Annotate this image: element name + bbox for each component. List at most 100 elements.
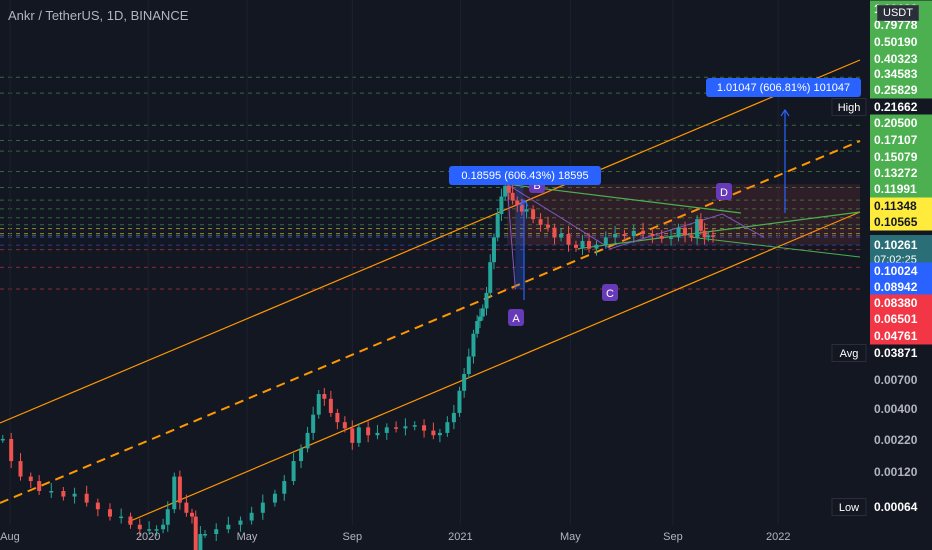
price-label: 0.03871: [874, 346, 918, 360]
candle-body: [503, 185, 508, 197]
price-label: 0.11348: [874, 199, 917, 213]
candle-body: [546, 224, 551, 228]
candle-body: [177, 476, 182, 503]
x-tick-label: 2020: [136, 531, 160, 543]
channel-lower[interactable]: [127, 211, 861, 523]
candle-body: [147, 529, 152, 531]
candle-body: [587, 240, 592, 249]
price-range-measurements: 0.18595 (606.43%) 18595 1.01047 (606.81%)…: [449, 78, 861, 300]
candle-body: [457, 390, 462, 413]
pattern-point-c[interactable]: [602, 284, 618, 301]
triangle-lower[interactable]: [577, 211, 861, 250]
candle-body: [702, 230, 707, 238]
x-tick-label: May: [237, 531, 258, 543]
price-label: 0.50190: [874, 35, 918, 49]
vertical-grid-lines: [9, 0, 779, 525]
pattern-point-d[interactable]: [716, 183, 732, 200]
currency-badge[interactable]: USDT: [877, 5, 919, 21]
candle-body: [272, 493, 277, 503]
time-axis: Aug 2020 May Sep 2021 May Sep 2022: [0, 531, 790, 543]
price-label-bg: [870, 294, 932, 312]
measure-arrowhead: [519, 198, 529, 207]
price-label: 0.34583: [874, 67, 918, 81]
price-label-bg: [870, 81, 932, 99]
price-label-bg: [870, 262, 932, 280]
x-tick-label: Sep: [663, 531, 683, 543]
candle-body: [214, 529, 219, 535]
candle-body: [491, 237, 496, 263]
candle-body: [375, 432, 380, 436]
price-label: 0.11991: [874, 182, 917, 196]
channel-upper[interactable]: [0, 59, 861, 424]
candle-body: [412, 425, 417, 427]
price-label: 0.25829: [874, 83, 918, 97]
pattern-point-label: A: [512, 313, 520, 325]
candle-body: [510, 192, 515, 201]
price-label-bg: [870, 50, 932, 68]
price-label-bg: [870, 278, 932, 296]
candle-body: [394, 427, 399, 429]
triangle-extension[interactable]: [689, 236, 861, 258]
price-label: 0.00400: [874, 402, 918, 416]
triangle-upper[interactable]: [506, 183, 742, 214]
measure-label: 1.01047 (606.81%) 101047: [717, 82, 850, 94]
price-label: 0.00120: [874, 465, 918, 479]
x-tick-label: 2021: [448, 531, 472, 543]
measure-arrowhead: [780, 108, 790, 117]
candle-body: [403, 426, 408, 429]
candle-body: [531, 209, 536, 220]
price-scale: 1.001280.797780.501900.403230.345830.258…: [831, 0, 932, 516]
pattern-point-label: C: [606, 288, 614, 300]
price-label: 0.17107: [874, 133, 918, 147]
pattern-point-label: D: [720, 187, 728, 199]
candle-body: [573, 244, 578, 248]
candle-body: [95, 502, 100, 510]
candle-body: [203, 534, 208, 536]
measure-box[interactable]: [449, 166, 601, 185]
price-label: 0.04761: [874, 329, 918, 343]
price-label: 0.10565: [874, 215, 918, 229]
candle-body: [495, 214, 500, 238]
candle-body: [249, 512, 254, 521]
candle-body: [28, 476, 33, 482]
abcd-path[interactable]: [506, 183, 765, 290]
scale-tag: [831, 498, 867, 516]
x-tick-label: May: [560, 531, 581, 543]
ascending-channel: [0, 59, 861, 523]
candle-body: [342, 422, 347, 429]
candle-body: [524, 209, 529, 212]
candle-body: [431, 430, 436, 436]
candle-body: [471, 333, 476, 357]
candle-body: [184, 502, 189, 513]
measure-box[interactable]: [706, 78, 861, 97]
candle-body: [291, 461, 296, 482]
candle-body: [335, 412, 340, 423]
measure-label: 0.18595 (606.43%) 18595: [461, 170, 588, 182]
candle-body: [193, 516, 198, 550]
measure-box-1: [515, 184, 524, 290]
scale-tag: [831, 98, 867, 116]
candle-body: [698, 219, 703, 231]
candle-body: [613, 234, 618, 238]
channel-median[interactable]: [0, 140, 861, 504]
candle-body: [154, 529, 159, 531]
candle-body: [299, 448, 304, 462]
candle-body: [559, 234, 564, 238]
price-label: 0.21662: [874, 100, 918, 114]
price-label-bg: [870, 33, 932, 51]
pattern-point-a[interactable]: [508, 309, 524, 326]
price-label-bg: [870, 310, 932, 328]
price-label-bg: [870, 197, 932, 215]
candle-body: [659, 236, 664, 239]
price-label: 0.00700: [874, 373, 918, 387]
candle-body: [566, 234, 571, 245]
candle-body: [622, 234, 627, 237]
x-tick-label: 2022: [766, 531, 790, 543]
candle-body: [260, 502, 265, 513]
candle-body: [695, 219, 700, 238]
price-label-bg: [870, 213, 932, 231]
price-candles: [0, 179, 715, 550]
scale-tag-label: High: [838, 102, 861, 114]
candle-body: [676, 227, 681, 238]
